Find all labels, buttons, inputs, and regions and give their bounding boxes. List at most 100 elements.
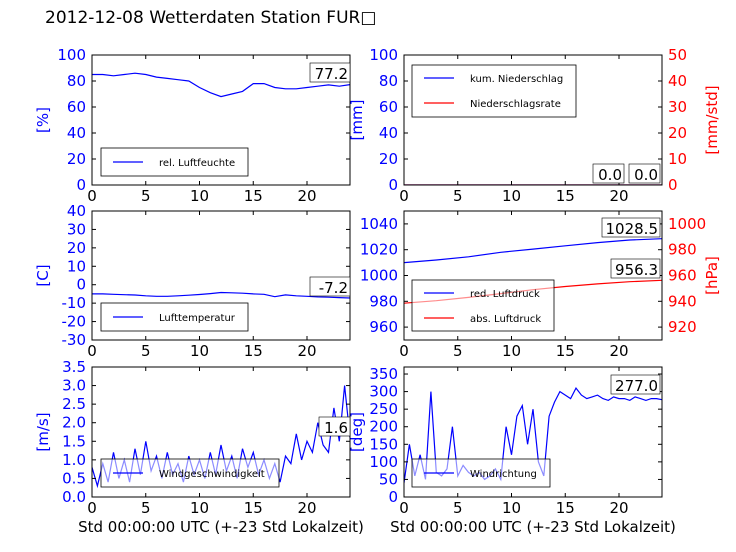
y-tick-label: 960 (369, 318, 398, 336)
x-tick-label: 5 (141, 342, 151, 360)
x-axis-label: Std 00:00:00 UTC (+-23 Std Lokalzeit) (390, 518, 676, 536)
series-line-1 (92, 72, 350, 98)
legend-label: Lufttemperatur (159, 313, 236, 324)
axes-frame (91, 54, 351, 186)
y-tick-label: 250 (369, 400, 398, 418)
y-tick-label: 1.0 (62, 451, 86, 469)
value-annotation-box (610, 374, 661, 395)
y-right-tick-label: 940 (668, 292, 697, 310)
y-right-tick-label: 920 (668, 318, 697, 336)
x-tick-label: 10 (190, 342, 209, 360)
x-tick-label: 10 (190, 187, 209, 205)
y-right-tick-label: 50 (668, 46, 687, 64)
y-tick-label: 40 (67, 124, 86, 142)
x-tick-label: 20 (609, 342, 628, 360)
series-line-1 (404, 238, 662, 264)
x-tick-label: 20 (297, 499, 316, 517)
legend-label: abs. Luftdruck (470, 314, 541, 325)
y-tick-label: -20 (62, 313, 87, 331)
x-tick-label: 0 (87, 342, 97, 360)
value-annotation: 1028.5 (606, 220, 659, 238)
y-tick-label: 40 (379, 124, 398, 142)
legend-label: Windrichtung (470, 469, 537, 480)
y-tick-label: 2.0 (62, 414, 86, 432)
axes-frame (403, 54, 663, 186)
subplot-4: 0 5 10 15 20 960 980 1000 1020 1040 920 940 960 980 10… (360, 210, 721, 360)
y-tick-label: 1.5 (62, 432, 86, 450)
y-tick-label: 0.0 (62, 488, 86, 506)
y-axis-label: [mm] (348, 100, 366, 141)
y-right-tick-label: 1000 (668, 215, 706, 233)
y-right-tick-label: 980 (668, 241, 697, 259)
y-tick-label: 100 (369, 46, 398, 64)
x-tick-label: 5 (453, 187, 463, 205)
value-annotation: -7.2 (319, 279, 348, 297)
y-tick-label: 60 (379, 98, 398, 116)
y-right-axis-label: [hPa] (703, 256, 721, 295)
x-tick-label: 5 (141, 499, 151, 517)
legend-label: Windgeschwindigkeit (159, 469, 265, 480)
y-tick-label: 300 (369, 383, 398, 401)
y-tick-label: 0 (76, 276, 86, 294)
y-tick-label: 80 (379, 72, 398, 90)
value-annotation: 956.3 (615, 261, 658, 279)
y-tick-label: 50 (379, 470, 398, 488)
value-annotation: 0.0 (634, 166, 658, 184)
axes-frame (403, 366, 663, 498)
x-tick-label: 10 (502, 499, 521, 517)
legend-label: Niederschlagsrate (470, 99, 561, 110)
value-annotation-box (592, 163, 625, 184)
legend-label: rel. Luftfeuchte (159, 158, 235, 169)
x-tick-label: 0 (399, 499, 409, 517)
y-tick-label: 20 (379, 150, 398, 168)
y-tick-label: 30 (67, 220, 86, 238)
x-tick-label: 20 (297, 187, 316, 205)
legend-label: red. Luftdruck (470, 289, 540, 300)
value-annotation-box (610, 258, 661, 279)
x-tick-label: 5 (453, 499, 463, 517)
value-annotation: 0.0 (598, 166, 622, 184)
y-tick-label: 100 (369, 453, 398, 471)
x-tick-label: 15 (556, 342, 575, 360)
y-tick-label: 980 (369, 292, 398, 310)
figure-title: 2012-12-08 Wetterdaten Station FUR□ (45, 8, 377, 28)
x-tick-label: 15 (556, 187, 575, 205)
y-tick-label: 60 (67, 98, 86, 116)
value-annotation: 1.6 (324, 419, 348, 437)
y-tick-label: -10 (62, 294, 87, 312)
value-annotation-box (318, 416, 351, 437)
y-tick-label: 3.5 (62, 358, 86, 376)
legend-label: kum. Niederschlag (470, 74, 563, 85)
value-annotation-box (628, 163, 661, 184)
y-tick-label: 1040 (360, 215, 398, 233)
x-tick-label: 5 (141, 187, 151, 205)
y-right-tick-label: 20 (668, 124, 687, 142)
y-tick-label: 0.5 (62, 469, 86, 487)
y-right-tick-label: 960 (668, 267, 697, 285)
legend-box (411, 64, 577, 118)
y-right-tick-label: 30 (668, 98, 687, 116)
subplot-5: 0 5 10 15 20 0.00.51.01.52.02.53.03.5 [m/s] Std… (34, 358, 364, 536)
x-tick-label: 20 (297, 342, 316, 360)
y-tick-label: -30 (62, 331, 87, 349)
y-right-axis-label: [mm/std] (703, 85, 721, 154)
x-tick-label: 10 (502, 187, 521, 205)
axes-frame (91, 210, 351, 341)
x-tick-label: 0 (399, 187, 409, 205)
y-tick-label: 20 (67, 239, 86, 257)
x-tick-label: 20 (609, 499, 628, 517)
y-tick-label: 1020 (360, 241, 398, 259)
x-tick-label: 20 (609, 187, 628, 205)
y-tick-label: 0 (76, 176, 86, 194)
subplot-3: 0 5 10 15 20-30-20-10010203040[C]Lufttempera… (34, 202, 351, 360)
y-tick-label: 200 (369, 418, 398, 436)
x-axis-label: Std 00:00:00 UTC (+-23 Std Lokalzeit) (78, 518, 364, 536)
y-tick-label: 10 (67, 257, 86, 275)
y-tick-label: 80 (67, 72, 86, 90)
value-annotation-box (309, 276, 351, 297)
series-line-1 (92, 385, 350, 489)
x-tick-label: 15 (244, 499, 263, 517)
series-line-1 (92, 291, 350, 299)
